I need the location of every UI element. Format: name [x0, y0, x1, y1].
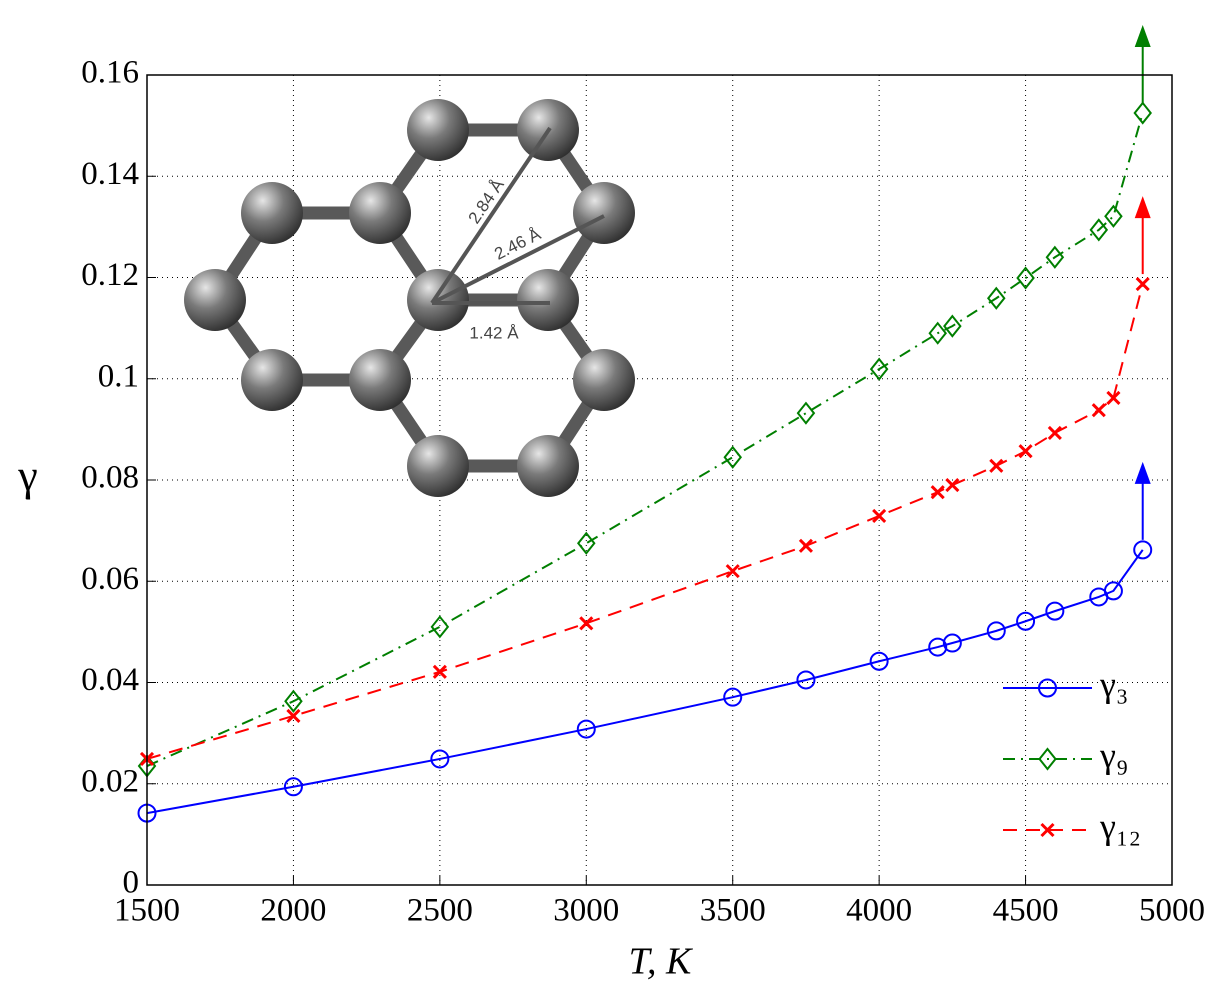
marker — [1091, 403, 1106, 418]
marker — [1133, 101, 1152, 125]
marker — [869, 357, 889, 381]
marker — [283, 777, 303, 797]
x-tick-label: 4000 — [846, 893, 912, 929]
series-line — [146, 112, 1144, 767]
marker — [928, 637, 948, 657]
marker — [943, 314, 962, 338]
x-tick-label: 2000 — [260, 893, 326, 929]
atom — [517, 269, 579, 331]
legend-label: γ₁₂ — [1099, 806, 1141, 846]
atom — [184, 269, 246, 331]
y-tick-label: 0.04 — [81, 662, 139, 698]
marker — [432, 664, 447, 679]
y-axis-label: γ — [17, 451, 37, 500]
atom — [349, 349, 411, 411]
marker — [928, 321, 947, 345]
arrow-head — [1134, 24, 1151, 47]
marker — [725, 564, 740, 579]
marker — [286, 708, 301, 723]
atom — [241, 349, 303, 411]
marker — [945, 478, 960, 493]
arrow-head — [1134, 461, 1151, 484]
marker — [1089, 218, 1109, 242]
atom — [349, 182, 411, 244]
y-tick-label: 0.1 — [98, 358, 139, 394]
atom — [573, 182, 635, 244]
atom — [407, 99, 469, 161]
marker — [579, 616, 594, 631]
marker — [1103, 581, 1123, 601]
marker — [930, 485, 945, 500]
marker — [1018, 444, 1033, 459]
marker — [577, 531, 596, 555]
marker — [1106, 390, 1121, 406]
x-tick-label: 3500 — [700, 893, 766, 929]
measure-lines — [430, 126, 605, 305]
atom — [407, 435, 469, 497]
marker — [869, 651, 889, 671]
marker — [723, 445, 742, 469]
marker — [1045, 245, 1065, 269]
marker — [430, 615, 450, 639]
marker — [987, 286, 1006, 310]
legend-marker — [1038, 678, 1057, 698]
measure-line — [430, 126, 552, 305]
measure-line — [431, 214, 605, 305]
arrow-head — [1134, 196, 1151, 219]
legend-label: γ₃ — [1099, 664, 1128, 704]
marker — [576, 719, 596, 739]
legend-marker — [1040, 822, 1055, 838]
y-tick-label: 0.14 — [81, 156, 139, 192]
legend: γ₃ γ₉ γ₁₂ — [1003, 664, 1141, 846]
marker — [284, 689, 303, 713]
plot-area — [147, 75, 1172, 885]
y-tick-label: 0.16 — [81, 55, 139, 91]
marker — [798, 538, 813, 553]
x-axis-label: T, K — [629, 941, 693, 983]
marker — [942, 633, 962, 653]
legend-marker — [1038, 747, 1057, 771]
series-line — [146, 549, 1144, 815]
marker — [986, 621, 1006, 641]
y-tick-label: 0.06 — [81, 561, 139, 597]
marker — [1133, 540, 1153, 560]
marker — [1045, 601, 1065, 621]
y-tick-label: 0.08 — [81, 460, 139, 496]
marker — [1104, 204, 1123, 228]
x-tick-label: 1500 — [114, 893, 180, 929]
marker — [796, 401, 816, 425]
x-tick-label: 5000 — [1139, 893, 1205, 929]
plot — [137, 24, 1153, 823]
marker — [1047, 425, 1062, 440]
x-tick-label: 4500 — [993, 893, 1059, 929]
marker — [1135, 277, 1150, 292]
marker — [1016, 611, 1036, 631]
legend-label: γ₉ — [1099, 735, 1128, 775]
marker — [989, 458, 1004, 473]
marker — [723, 687, 743, 707]
inset-label: 1.42 Å — [469, 323, 519, 342]
marker — [796, 670, 816, 690]
marker — [872, 508, 887, 524]
marker — [430, 749, 450, 769]
marker — [1016, 266, 1035, 290]
y-tick-label: 0 — [123, 865, 140, 901]
y-tick-label: 0.12 — [81, 257, 139, 293]
atom — [573, 349, 635, 411]
x-tick-label: 2500 — [407, 893, 473, 929]
atoms — [184, 99, 635, 497]
y-tick-label: 0.02 — [81, 763, 139, 799]
x-tick-label: 3000 — [553, 893, 619, 929]
atom — [517, 435, 579, 497]
atom — [241, 182, 303, 244]
